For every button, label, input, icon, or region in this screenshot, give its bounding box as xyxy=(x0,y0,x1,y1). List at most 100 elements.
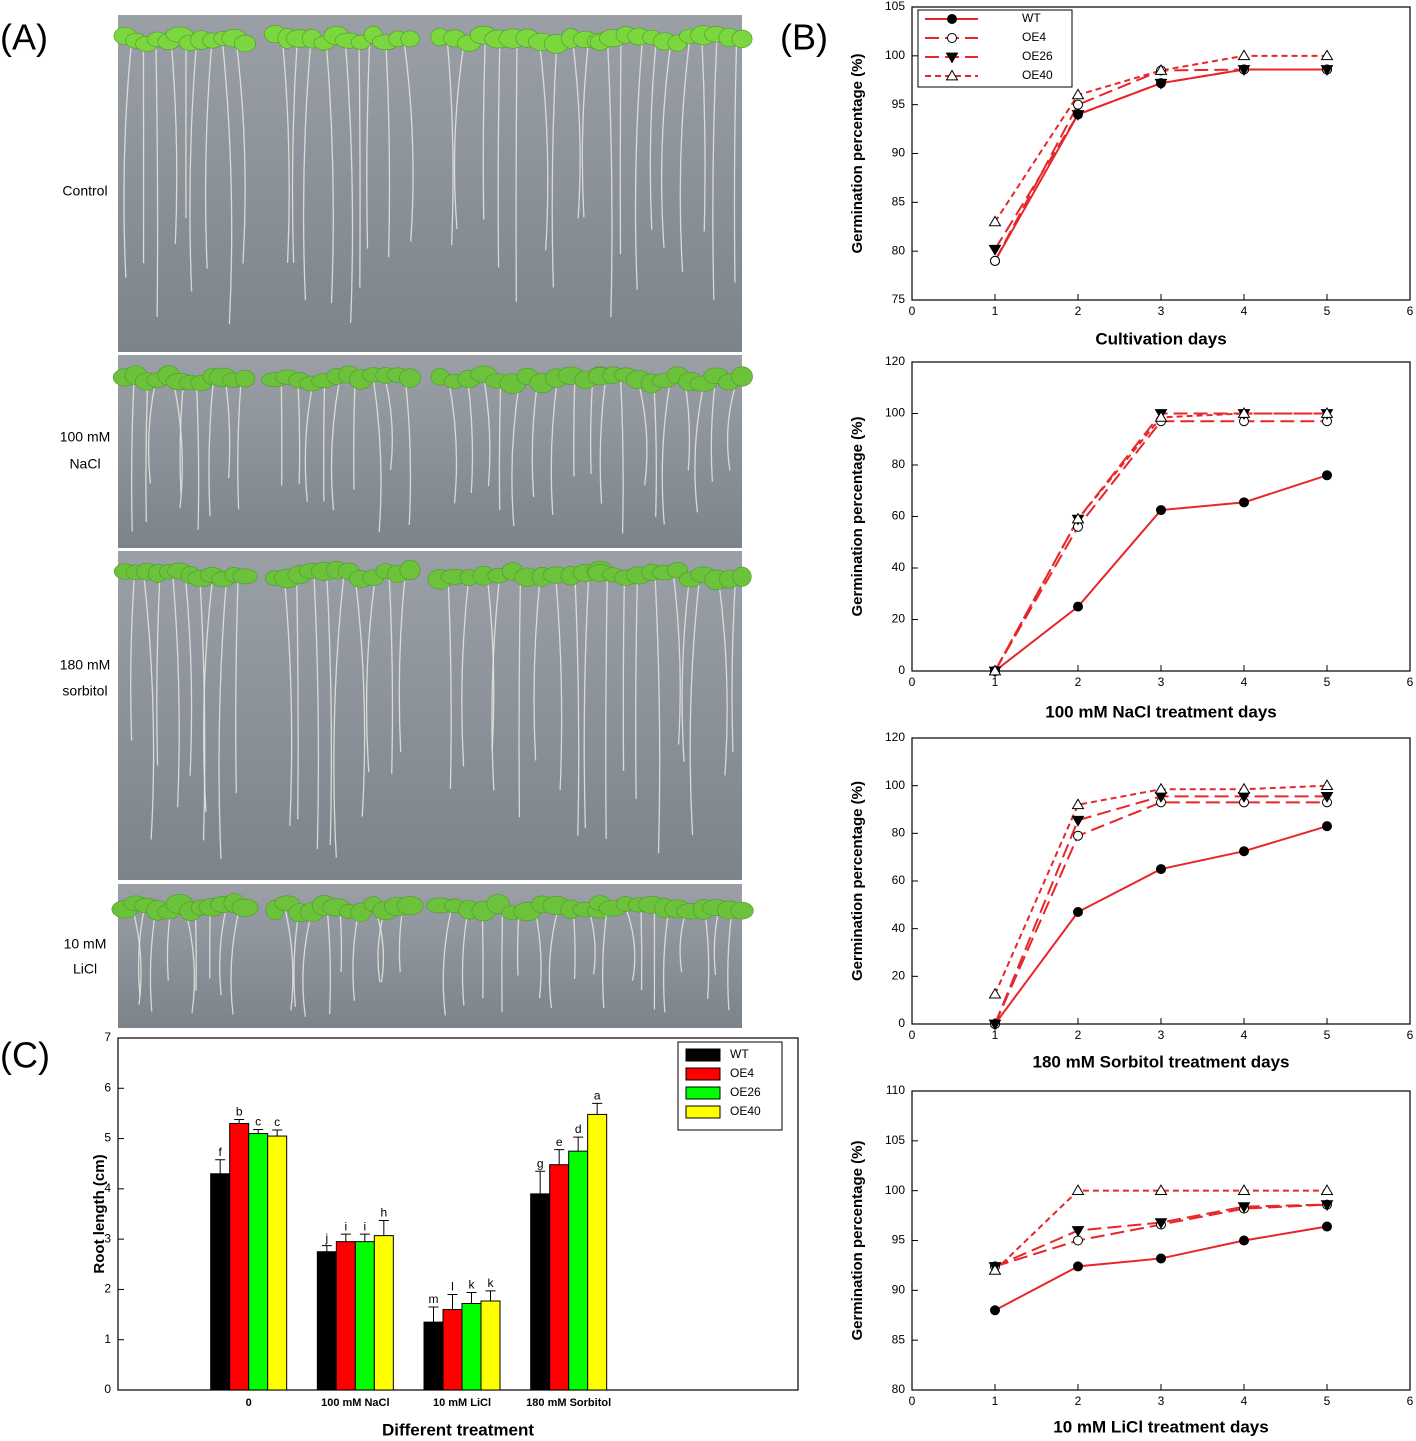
root xyxy=(388,575,394,774)
y-tick-label: 80 xyxy=(892,457,906,471)
y-tick-label: 80 xyxy=(892,1382,906,1396)
root xyxy=(235,39,246,264)
x-tick-label: 1 xyxy=(992,304,999,318)
root xyxy=(137,908,145,996)
photo-row-label: 10 mM xyxy=(64,936,107,952)
root xyxy=(353,379,356,490)
error-bar xyxy=(428,1306,439,1323)
marker xyxy=(1237,65,1251,76)
marker xyxy=(1320,779,1334,791)
marker xyxy=(988,664,1002,676)
root xyxy=(156,575,161,766)
bar xyxy=(530,1193,551,1391)
marker xyxy=(1322,1221,1332,1232)
root xyxy=(497,39,501,268)
significance-letter: c xyxy=(255,1115,261,1129)
significance-letter: i xyxy=(344,1219,347,1233)
root xyxy=(230,908,240,1015)
y-tick-label: 0 xyxy=(898,1016,905,1030)
marker xyxy=(988,987,1002,999)
marker xyxy=(1320,49,1334,61)
root xyxy=(573,379,576,477)
root xyxy=(689,575,701,836)
root xyxy=(145,379,149,522)
marker xyxy=(1320,792,1334,803)
marker xyxy=(1071,1184,1085,1196)
root xyxy=(483,379,491,487)
y-tick-label: 20 xyxy=(892,612,906,626)
legend-label: WT xyxy=(730,1047,749,1061)
x-tick-label: 2 xyxy=(1075,304,1082,318)
root xyxy=(358,39,361,288)
root xyxy=(447,575,452,789)
x-tick-label: 3 xyxy=(1158,1028,1165,1042)
root xyxy=(620,379,624,534)
marker xyxy=(1073,1261,1083,1272)
plate-section xyxy=(118,15,742,352)
root xyxy=(717,575,728,776)
y-tick-label: 80 xyxy=(892,243,906,257)
marker xyxy=(1237,49,1251,61)
root xyxy=(649,39,657,230)
marker xyxy=(1071,798,1085,810)
marker xyxy=(1154,410,1168,422)
x-tick-label: 3 xyxy=(1158,675,1165,689)
leaf xyxy=(231,898,259,917)
root xyxy=(326,908,332,1015)
photo-column-label: OE40 xyxy=(649,0,682,15)
error-bar xyxy=(321,1245,332,1252)
legend-swatch xyxy=(685,1048,721,1062)
x-tick-label: 5 xyxy=(1324,675,1331,689)
root xyxy=(731,575,737,752)
root xyxy=(583,575,590,828)
y-tick-label: 105 xyxy=(885,1133,905,1147)
error-bar xyxy=(359,1233,370,1242)
root xyxy=(606,39,613,318)
marker xyxy=(1154,78,1168,90)
y-tick-label: 4 xyxy=(104,1181,111,1195)
y-tick-label: 60 xyxy=(892,873,906,887)
root xyxy=(660,39,672,248)
line xyxy=(994,825,1328,1025)
marker xyxy=(1237,782,1251,794)
root xyxy=(224,379,231,479)
root xyxy=(366,39,371,249)
root xyxy=(733,39,738,283)
significance-letter: c xyxy=(274,1115,280,1129)
root xyxy=(291,39,298,263)
marker xyxy=(988,1263,1002,1275)
photo-column-label: OE4 xyxy=(305,0,331,15)
marker xyxy=(1071,1226,1085,1238)
root xyxy=(313,575,320,849)
marker xyxy=(988,244,1002,256)
x-axis-title: 180 mM Sorbitol treatment days xyxy=(1033,1052,1290,1071)
root xyxy=(681,575,691,762)
photo-column-label: OE26 xyxy=(466,0,499,15)
y-axis-title: Germination percentage (%) xyxy=(849,781,866,981)
bar xyxy=(442,1309,463,1391)
legend-label: OE40 xyxy=(1022,68,1053,82)
y-tick-label: 95 xyxy=(892,97,906,111)
y-tick-label: 95 xyxy=(892,1233,906,1247)
root xyxy=(203,575,214,812)
root xyxy=(533,575,541,761)
legend-label: OE4 xyxy=(1022,30,1046,44)
root xyxy=(531,379,539,498)
x-tick-label: 5 xyxy=(1324,304,1331,318)
x-tick-label: 5 xyxy=(1324,1394,1331,1408)
marker xyxy=(945,52,959,64)
x-axis-title: 10 mM LiCl treatment days xyxy=(1053,1417,1268,1436)
bar xyxy=(210,1173,231,1391)
significance-letter: k xyxy=(488,1276,495,1290)
root xyxy=(218,575,228,860)
y-tick-label: 100 xyxy=(885,406,905,420)
line xyxy=(994,54,1327,223)
root xyxy=(208,379,215,516)
marker xyxy=(1237,407,1251,418)
root xyxy=(130,379,135,532)
significance-letter: g xyxy=(537,1156,544,1170)
panel-label: (A) xyxy=(0,17,48,58)
root xyxy=(446,39,454,246)
root xyxy=(625,908,636,981)
root xyxy=(694,379,706,513)
